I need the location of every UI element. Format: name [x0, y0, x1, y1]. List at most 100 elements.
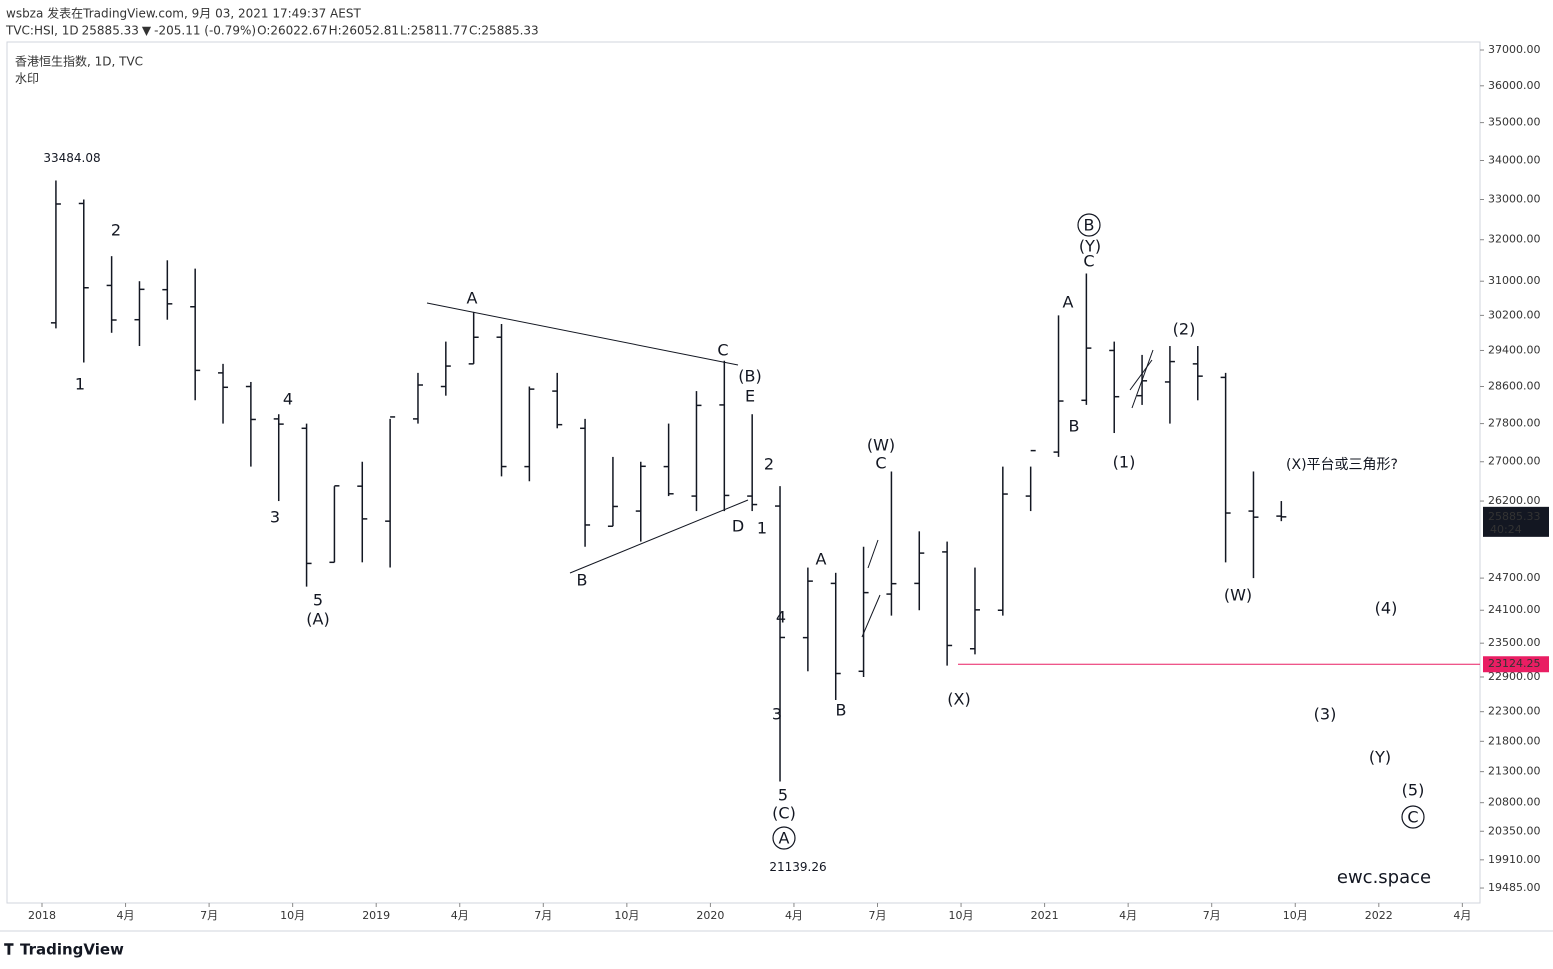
- y-tick-label: 27000.00: [1488, 455, 1541, 468]
- legend: 香港恒生指数, 1D, TVC: [15, 54, 143, 69]
- wave-label: D: [732, 517, 744, 536]
- wave-label: B: [1069, 417, 1080, 436]
- y-tick-label: 33000.00: [1488, 193, 1541, 206]
- wave-label: 5: [313, 591, 323, 610]
- wave-label: (Y): [1079, 237, 1101, 256]
- x-tick-label: 4月: [1119, 909, 1137, 922]
- hline-price: 23124.25: [1488, 657, 1541, 670]
- y-tick-label: 19910.00: [1488, 853, 1541, 866]
- wave-label: 2: [111, 221, 121, 240]
- y-tick-label: 31000.00: [1488, 274, 1541, 287]
- trend-line: [426, 302, 739, 366]
- x-tick-label: 7月: [869, 909, 887, 922]
- last-price: 25885.33: [82, 24, 139, 38]
- symbol: TVC:HSI, 1D: [5, 24, 79, 38]
- wave-label: B: [577, 571, 588, 590]
- wave-label: (3): [1314, 705, 1337, 724]
- wave-circle: [1401, 805, 1425, 829]
- wave-label: A: [467, 289, 478, 308]
- trend-line: [861, 594, 881, 638]
- y-tick-label: 21300.00: [1488, 765, 1541, 778]
- trend-line: [569, 499, 749, 574]
- x-tick-label: 7月: [1203, 909, 1221, 922]
- wave-label: (4): [1375, 599, 1398, 618]
- change-arrow: ▼: [142, 24, 152, 38]
- y-tick-label: 35000.00: [1488, 116, 1541, 129]
- x-tick-label: 7月: [534, 909, 552, 922]
- y-tick-label: 30200.00: [1488, 308, 1541, 321]
- y-tick-label: 26200.00: [1488, 494, 1541, 507]
- x-tick-label: 2022: [1365, 909, 1393, 922]
- plot-frame: [6, 41, 1481, 904]
- brand: ewc.space: [1337, 867, 1431, 888]
- last-price-label: 25885.33: [1488, 510, 1541, 523]
- y-tick-label: 22300.00: [1488, 705, 1541, 718]
- y-tick-label: 32000.00: [1488, 233, 1541, 246]
- logo: TradingView: [20, 941, 124, 959]
- y-tick-label: 34000.00: [1488, 153, 1541, 166]
- wave-label: C: [1083, 252, 1094, 271]
- x-tick-label: 10月: [614, 909, 639, 922]
- wave-circle: [1077, 213, 1101, 237]
- x-tick-label: 4月: [785, 909, 803, 922]
- wave-label: C: [875, 454, 886, 473]
- wave-label: A: [1063, 293, 1074, 312]
- wave-label: (W): [867, 436, 895, 455]
- ohlc-value: 26022.67: [270, 24, 327, 38]
- x-tick-label: 4月: [117, 909, 135, 922]
- ohlc-label: H:: [329, 24, 342, 38]
- wave-label: (A): [306, 610, 329, 629]
- wave-label: A: [779, 829, 790, 848]
- wave-label: (5): [1402, 781, 1425, 800]
- ohlc-label: C:: [469, 24, 481, 38]
- wave-label: (W): [1224, 586, 1252, 605]
- y-tick-label: 19485.00: [1488, 881, 1541, 894]
- wave-label: C: [1407, 808, 1418, 827]
- x-tick-label: 4月: [1453, 909, 1471, 922]
- hline-price-bg: [1483, 656, 1549, 673]
- wave-label: A: [816, 550, 827, 569]
- x-tick-label: 2021: [1031, 909, 1059, 922]
- wave-label: 5: [778, 786, 788, 805]
- x-tick-label: 10月: [949, 909, 974, 922]
- wave-label: (C): [772, 804, 796, 823]
- x-tick-label: 10月: [1283, 909, 1308, 922]
- wave-label: B: [1084, 216, 1095, 235]
- wave-circle: [772, 826, 796, 850]
- wave-label: (X): [947, 690, 970, 709]
- x-tick-label: 2020: [696, 909, 724, 922]
- wave-label: 1: [75, 375, 85, 394]
- y-tick-label: 36000.00: [1488, 79, 1541, 92]
- y-tick-label: 20350.00: [1488, 824, 1541, 837]
- ohlc-value: 25885.33: [481, 24, 538, 38]
- ohlc-value: 26052.81: [342, 24, 399, 38]
- y-tick-label: 29400.00: [1488, 343, 1541, 356]
- y-tick-label: 24700.00: [1488, 571, 1541, 584]
- wave-label: 4: [776, 608, 786, 627]
- x-tick-label: 4月: [451, 909, 469, 922]
- wave-label: 3: [772, 705, 782, 724]
- wave-label: 1: [757, 519, 767, 538]
- ohlc-label: L:: [400, 24, 411, 38]
- trend-line: [1131, 349, 1154, 409]
- x-tick-label: 10月: [280, 909, 305, 922]
- wave-label: 2: [764, 455, 774, 474]
- wave-label: (Y): [1369, 748, 1391, 767]
- y-tick-label: 22900.00: [1488, 670, 1541, 683]
- wave-label: (1): [1113, 453, 1136, 472]
- y-tick-label: 23500.00: [1488, 636, 1541, 649]
- ohlc-label: O:: [257, 24, 270, 38]
- y-tick-label: 27800.00: [1488, 417, 1541, 430]
- logo-mark: 𝐓: [4, 941, 14, 959]
- y-tick-label: 24100.00: [1488, 603, 1541, 616]
- high-label: 33484.08: [43, 151, 100, 165]
- watermark: 水印: [15, 72, 39, 86]
- x-tick-label: 7月: [200, 909, 218, 922]
- ohlc-value: 25811.77: [411, 24, 468, 38]
- change: -205.11 (-0.79%): [154, 24, 256, 38]
- x-tick-label: 2018: [28, 909, 56, 922]
- y-tick-label: 37000.00: [1488, 43, 1541, 56]
- wave-label: 3: [270, 508, 280, 527]
- last-price-bg: [1483, 506, 1549, 537]
